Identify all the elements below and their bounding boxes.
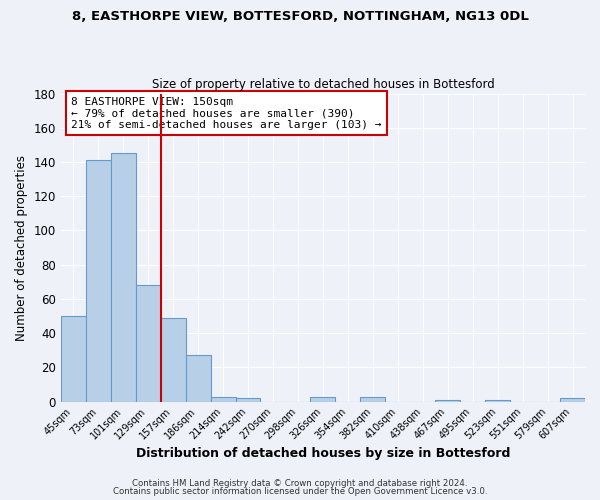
Title: Size of property relative to detached houses in Bottesford: Size of property relative to detached ho… [152, 78, 494, 91]
Bar [560, 398, 585, 402]
Bar [161, 318, 185, 402]
Bar [485, 400, 510, 402]
X-axis label: Distribution of detached houses by size in Bottesford: Distribution of detached houses by size … [136, 447, 510, 460]
Text: Contains HM Land Registry data © Crown copyright and database right 2024.: Contains HM Land Registry data © Crown c… [132, 478, 468, 488]
Bar [86, 160, 111, 402]
Bar [111, 154, 136, 402]
Bar [185, 356, 211, 402]
Bar [61, 316, 86, 402]
Text: 8 EASTHORPE VIEW: 150sqm
← 79% of detached houses are smaller (390)
21% of semi-: 8 EASTHORPE VIEW: 150sqm ← 79% of detach… [71, 96, 382, 130]
Bar [136, 286, 161, 402]
Y-axis label: Number of detached properties: Number of detached properties [15, 154, 28, 340]
Bar [361, 396, 385, 402]
Bar [435, 400, 460, 402]
Bar [236, 398, 260, 402]
Bar [211, 396, 236, 402]
Bar [310, 396, 335, 402]
Text: 8, EASTHORPE VIEW, BOTTESFORD, NOTTINGHAM, NG13 0DL: 8, EASTHORPE VIEW, BOTTESFORD, NOTTINGHA… [71, 10, 529, 23]
Text: Contains public sector information licensed under the Open Government Licence v3: Contains public sector information licen… [113, 487, 487, 496]
